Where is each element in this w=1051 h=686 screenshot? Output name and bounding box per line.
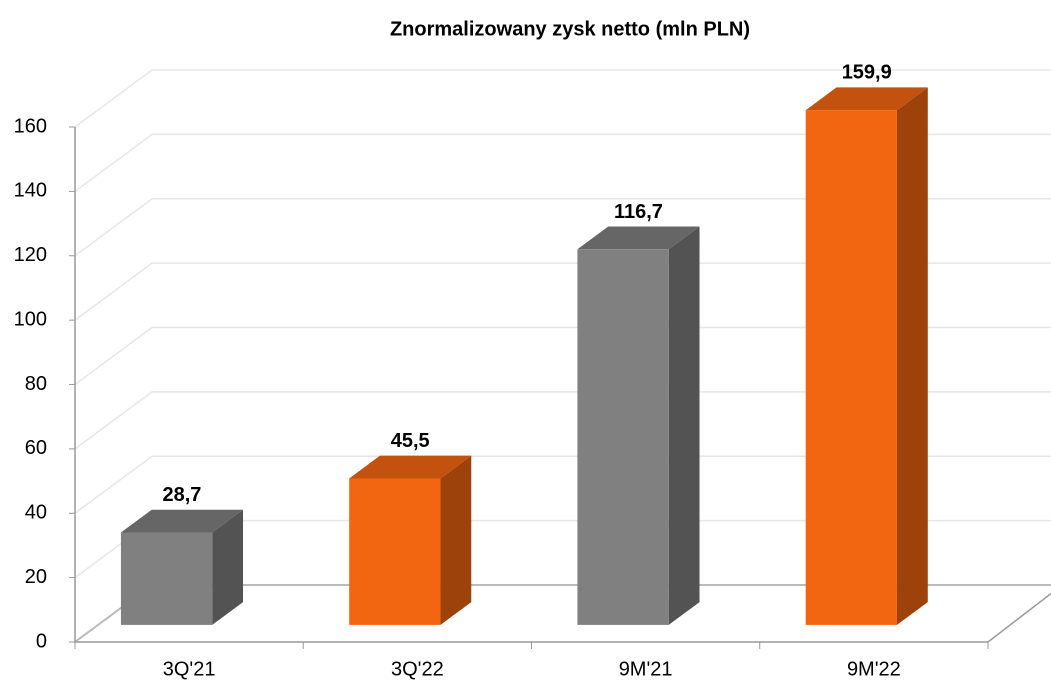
bar [577,249,669,625]
y-tick-label: 20 [25,566,47,588]
bar-top [120,509,244,533]
x-tick-label: 9M'22 [847,658,901,680]
grid-line [74,198,1051,257]
value-label: 116,7 [614,201,663,223]
bar-top [577,226,700,250]
bar-side [212,509,244,625]
y-tick-label: 40 [25,502,47,524]
y-tick-label: 0 [36,630,47,652]
bar-top [805,87,928,111]
grid-line [74,69,1051,128]
y-tick-label: 140 [14,180,47,202]
bar-side [896,87,928,625]
y-tick-label: 120 [14,244,47,266]
bar [120,532,213,625]
value-label: 45,5 [391,430,430,452]
grid-line [74,455,1051,514]
bar [805,110,897,625]
y-tick-label: 80 [25,373,47,395]
floor-edge [987,592,1051,643]
y-tick-label: 60 [25,437,47,459]
x-tick-label: 3Q'22 [391,658,444,680]
bar-side [668,226,700,625]
y-tick-label: 160 [14,115,47,137]
x-tick-label: 9M'21 [619,658,673,680]
bar-side [440,455,472,625]
x-tick-label: 3Q'21 [163,658,216,680]
value-label: 28,7 [163,484,202,506]
grid-line [74,326,1051,386]
y-tick-label: 100 [14,308,47,330]
grid-line [74,391,1051,450]
grid-line [74,133,1051,192]
grid-line [74,262,1051,321]
value-label: 159,9 [842,62,892,84]
bar [349,478,441,625]
bar-top [349,455,472,479]
chart-title: Znormalizowany zysk netto (mln PLN) [390,18,750,40]
